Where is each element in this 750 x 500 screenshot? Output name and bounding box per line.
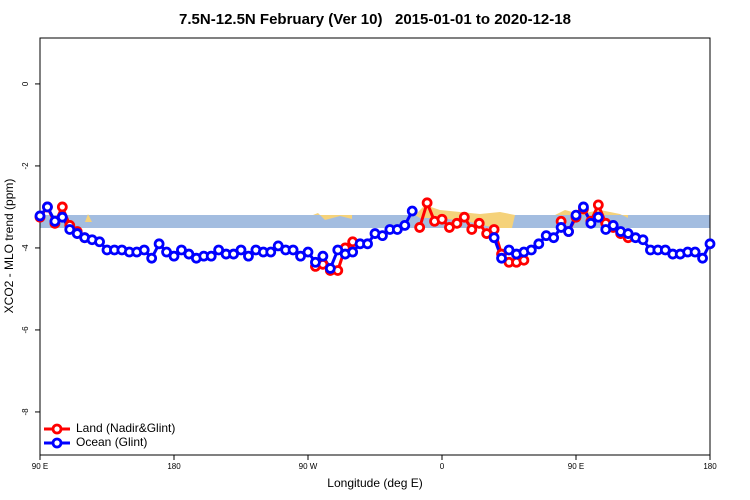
data-point (265, 246, 277, 258)
data-point (34, 210, 46, 222)
x-tick-label: 90 E (568, 462, 584, 471)
data-point (317, 250, 329, 262)
data-point (235, 244, 247, 256)
data-point (533, 238, 545, 250)
data-point (324, 263, 336, 274)
data-point (42, 201, 53, 213)
data-point (205, 250, 217, 262)
data-point (399, 219, 411, 231)
data-point (704, 238, 716, 250)
data-point (592, 199, 604, 211)
data-point (310, 256, 321, 268)
x-tick-label: 180 (703, 462, 717, 471)
data-point (578, 201, 589, 213)
data-point (138, 244, 150, 256)
x-tick-label: 0 (440, 462, 445, 471)
chart-title: 7.5N-12.5N February (Ver 10) 2015-01-01 … (179, 11, 571, 28)
legend-marker (51, 437, 63, 449)
data-point (347, 246, 359, 258)
x-tick-label: 90 W (299, 462, 318, 471)
data-point (488, 232, 500, 244)
data-point (525, 244, 537, 256)
x-tick-label: 90 E (32, 462, 48, 471)
data-point (362, 238, 373, 250)
data-point (689, 246, 701, 258)
data-point (414, 222, 426, 233)
y-tick-label: 0 (21, 81, 30, 86)
data-point (168, 250, 180, 262)
data-point (592, 211, 604, 223)
data-point (56, 201, 68, 213)
data-point (496, 252, 507, 264)
data-point (607, 219, 619, 231)
legend: Land (Nadir&Glint)Ocean (Glint) (44, 421, 175, 449)
y-tick-label: -6 (21, 326, 30, 334)
y-tick-label: -4 (21, 244, 30, 252)
data-point (153, 238, 165, 250)
y-tick-label: -8 (21, 408, 30, 416)
data-point (406, 205, 418, 217)
data-point (637, 234, 649, 246)
x-axis-label: Longitude (deg E) (327, 476, 422, 490)
data-point (243, 250, 254, 262)
data-point (697, 252, 708, 264)
legend-marker (51, 423, 63, 435)
y-tick-label: -2 (21, 162, 30, 170)
data-point (287, 244, 299, 256)
data-point (56, 211, 68, 223)
data-point (548, 232, 560, 244)
reference-band (40, 215, 710, 228)
data-point (518, 254, 530, 266)
data-point (585, 217, 597, 229)
data-point (436, 213, 448, 225)
data-point (570, 209, 582, 221)
legend-label: Land (Nadir&Glint) (76, 421, 175, 435)
data-point (94, 236, 105, 248)
data-point (458, 211, 470, 223)
data-point (466, 224, 478, 235)
data-point (377, 230, 388, 242)
data-point (421, 197, 433, 209)
data-point (451, 217, 463, 229)
data-point (563, 226, 574, 237)
x-tick-label: 180 (167, 462, 181, 471)
legend-label: Ocean (Glint) (76, 435, 147, 449)
y-axis-label: XCO2 - MLO trend (ppm) (2, 179, 16, 314)
data-point (473, 217, 485, 229)
data-point (302, 246, 314, 258)
data-point (146, 252, 158, 264)
data-point (488, 224, 500, 235)
